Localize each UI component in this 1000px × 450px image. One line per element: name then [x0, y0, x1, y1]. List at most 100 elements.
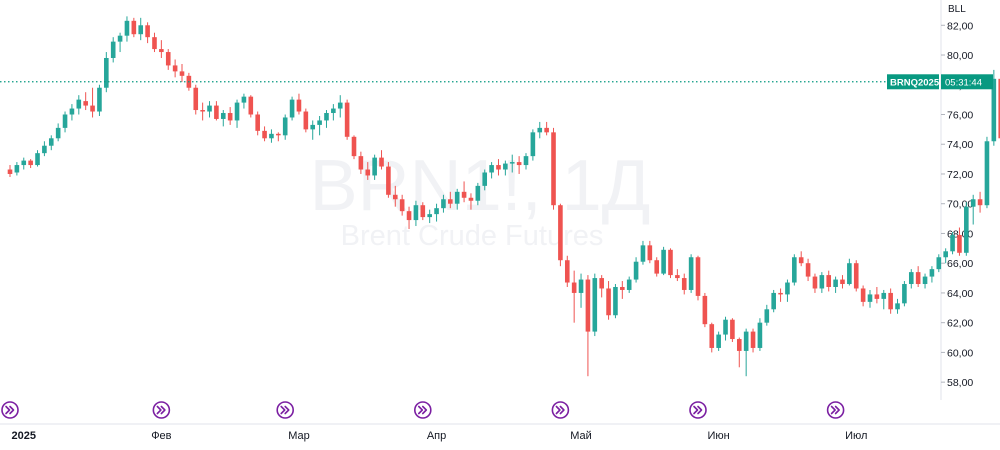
- current-price-badge: BRNQ2025 05:31:44: [887, 74, 993, 90]
- candle: [833, 276, 838, 293]
- candle-body: [434, 208, 439, 215]
- candle-body: [675, 275, 680, 279]
- candle: [344, 99, 350, 140]
- price-tick-label: 60,00: [947, 347, 973, 359]
- candle-body: [881, 292, 887, 299]
- candle-body: [544, 127, 549, 133]
- candle: [241, 93, 247, 109]
- candle-body: [688, 257, 694, 290]
- candle: [957, 227, 962, 256]
- candle-body: [908, 272, 914, 285]
- candle: [386, 162, 391, 198]
- candle-body: [902, 284, 907, 304]
- candle: [785, 279, 790, 302]
- candle: [104, 52, 109, 93]
- candle-body: [668, 249, 673, 276]
- time-axis[interactable]: 2025 Фев Мар Апр Май Июн Июл: [12, 430, 868, 442]
- candle-body: [489, 165, 494, 173]
- candle-body: [743, 331, 749, 351]
- candle: [69, 104, 75, 121]
- candle: [681, 273, 687, 295]
- candle: [489, 162, 494, 179]
- candle-body: [551, 132, 556, 206]
- event-marker-icon[interactable]: [551, 401, 570, 419]
- candle-body: [152, 37, 157, 50]
- candle-body: [640, 245, 646, 262]
- candle: [915, 266, 921, 287]
- candle-body: [324, 113, 329, 121]
- candle: [723, 316, 728, 341]
- candle-body: [289, 99, 295, 118]
- candle: [977, 191, 983, 213]
- event-marker-icon[interactable]: [413, 401, 432, 419]
- candle-body: [599, 278, 604, 289]
- event-marker-icon[interactable]: [276, 401, 295, 419]
- candle: [392, 185, 398, 207]
- event-marker-icon[interactable]: [689, 401, 707, 419]
- candle: [730, 318, 735, 343]
- candle-body: [654, 260, 660, 274]
- candle-body: [69, 108, 75, 115]
- event-marker-icon[interactable]: [1, 401, 19, 419]
- candle: [709, 322, 715, 353]
- candle-body: [420, 205, 426, 218]
- double-chevron-icon: [830, 405, 840, 415]
- candle-body: [365, 169, 371, 176]
- bar-countdown: 05:31:44: [945, 77, 982, 88]
- candle-body: [723, 319, 728, 335]
- price-tick-label: 76,00: [947, 109, 973, 121]
- candle-body: [262, 130, 267, 139]
- candle: [812, 273, 818, 293]
- candle-body: [28, 160, 33, 166]
- candle-body: [585, 279, 591, 332]
- candle: [530, 129, 536, 161]
- candle-body: [647, 245, 653, 261]
- candle-body: [104, 57, 109, 88]
- candle: [991, 69, 997, 146]
- candle: [695, 255, 701, 301]
- candle: [214, 101, 219, 121]
- candle-body: [750, 331, 756, 348]
- candle-body: [172, 65, 178, 72]
- candle: [399, 194, 405, 216]
- price-tick-label: 66,00: [947, 258, 973, 270]
- time-tick-label: Фев: [151, 430, 171, 442]
- candle-body: [716, 334, 721, 348]
- candle-body: [702, 295, 708, 325]
- candle: [365, 162, 371, 180]
- candle: [179, 63, 185, 82]
- candle-body: [310, 124, 316, 130]
- candle-body: [234, 102, 240, 121]
- candle: [902, 281, 907, 307]
- candle: [558, 203, 563, 267]
- candle: [853, 260, 859, 292]
- candle-body: [179, 71, 185, 76]
- candle: [716, 331, 721, 351]
- candle-body: [915, 272, 921, 285]
- double-chevron-icon: [693, 405, 703, 415]
- candle: [970, 194, 976, 225]
- currency-label: BLL: [948, 4, 966, 15]
- candle-body: [984, 141, 990, 206]
- candle: [227, 107, 233, 125]
- event-marker-icon[interactable]: [826, 401, 845, 419]
- time-tick-label: Июн: [708, 430, 730, 442]
- candle: [28, 159, 33, 169]
- candle-body: [207, 105, 212, 112]
- event-marker-icon[interactable]: [152, 401, 171, 419]
- candle-body: [523, 156, 529, 166]
- candle-body: [448, 199, 453, 204]
- candle: [908, 269, 914, 289]
- candle: [21, 157, 27, 170]
- candle: [165, 49, 171, 70]
- candle: [929, 266, 935, 283]
- candle-body: [709, 324, 715, 348]
- candle: [496, 159, 501, 176]
- event-markers[interactable]: [1, 401, 845, 419]
- candle: [310, 120, 316, 140]
- candle-body: [826, 275, 832, 287]
- candle-body: [248, 96, 254, 115]
- price-tick-label: 58,00: [947, 377, 973, 389]
- candle: [461, 181, 467, 203]
